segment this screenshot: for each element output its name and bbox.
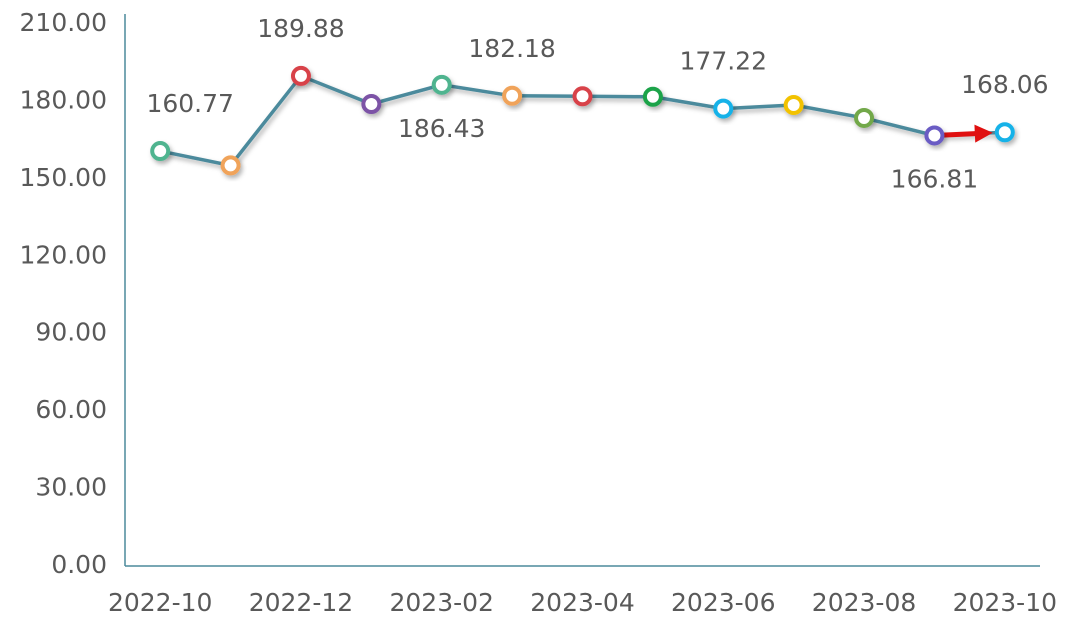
y-tick-label: 30.00 [35, 473, 107, 502]
trend-arrow-head [974, 124, 993, 143]
data-point [431, 74, 452, 95]
data-point [783, 95, 804, 116]
data-point [713, 98, 734, 119]
x-tick-label: 2023-08 [812, 588, 916, 617]
y-tick-label: 150.00 [20, 163, 107, 192]
data-label: 166.81 [891, 164, 978, 193]
y-tick-label: 0.00 [51, 550, 107, 579]
data-point [361, 94, 382, 115]
y-tick-label: 120.00 [20, 240, 107, 269]
data-point [854, 107, 875, 128]
data-label: 182.18 [468, 34, 555, 63]
y-tick-label: 60.00 [35, 395, 107, 424]
data-label: 186.43 [398, 114, 485, 143]
data-point [994, 122, 1015, 143]
x-tick-label: 2023-06 [671, 588, 775, 617]
y-tick-label: 90.00 [35, 318, 107, 347]
x-tick-label: 2023-10 [953, 588, 1057, 617]
y-tick-label: 210.00 [20, 8, 107, 37]
data-label: 160.77 [146, 89, 233, 118]
x-tick-label: 2022-10 [108, 588, 212, 617]
data-point [150, 141, 171, 162]
x-tick-label: 2023-02 [389, 588, 493, 617]
data-label: 177.22 [680, 47, 767, 76]
x-tick-label: 2022-12 [249, 588, 353, 617]
data-point [924, 125, 945, 146]
data-label: 168.06 [961, 70, 1048, 99]
data-point [572, 86, 593, 107]
data-point [642, 86, 663, 107]
data-point [502, 85, 523, 106]
x-tick-label: 2023-04 [530, 588, 634, 617]
data-label: 189.88 [257, 14, 344, 43]
data-point [290, 65, 311, 86]
data-point [220, 155, 241, 176]
y-tick-label: 180.00 [20, 85, 107, 114]
